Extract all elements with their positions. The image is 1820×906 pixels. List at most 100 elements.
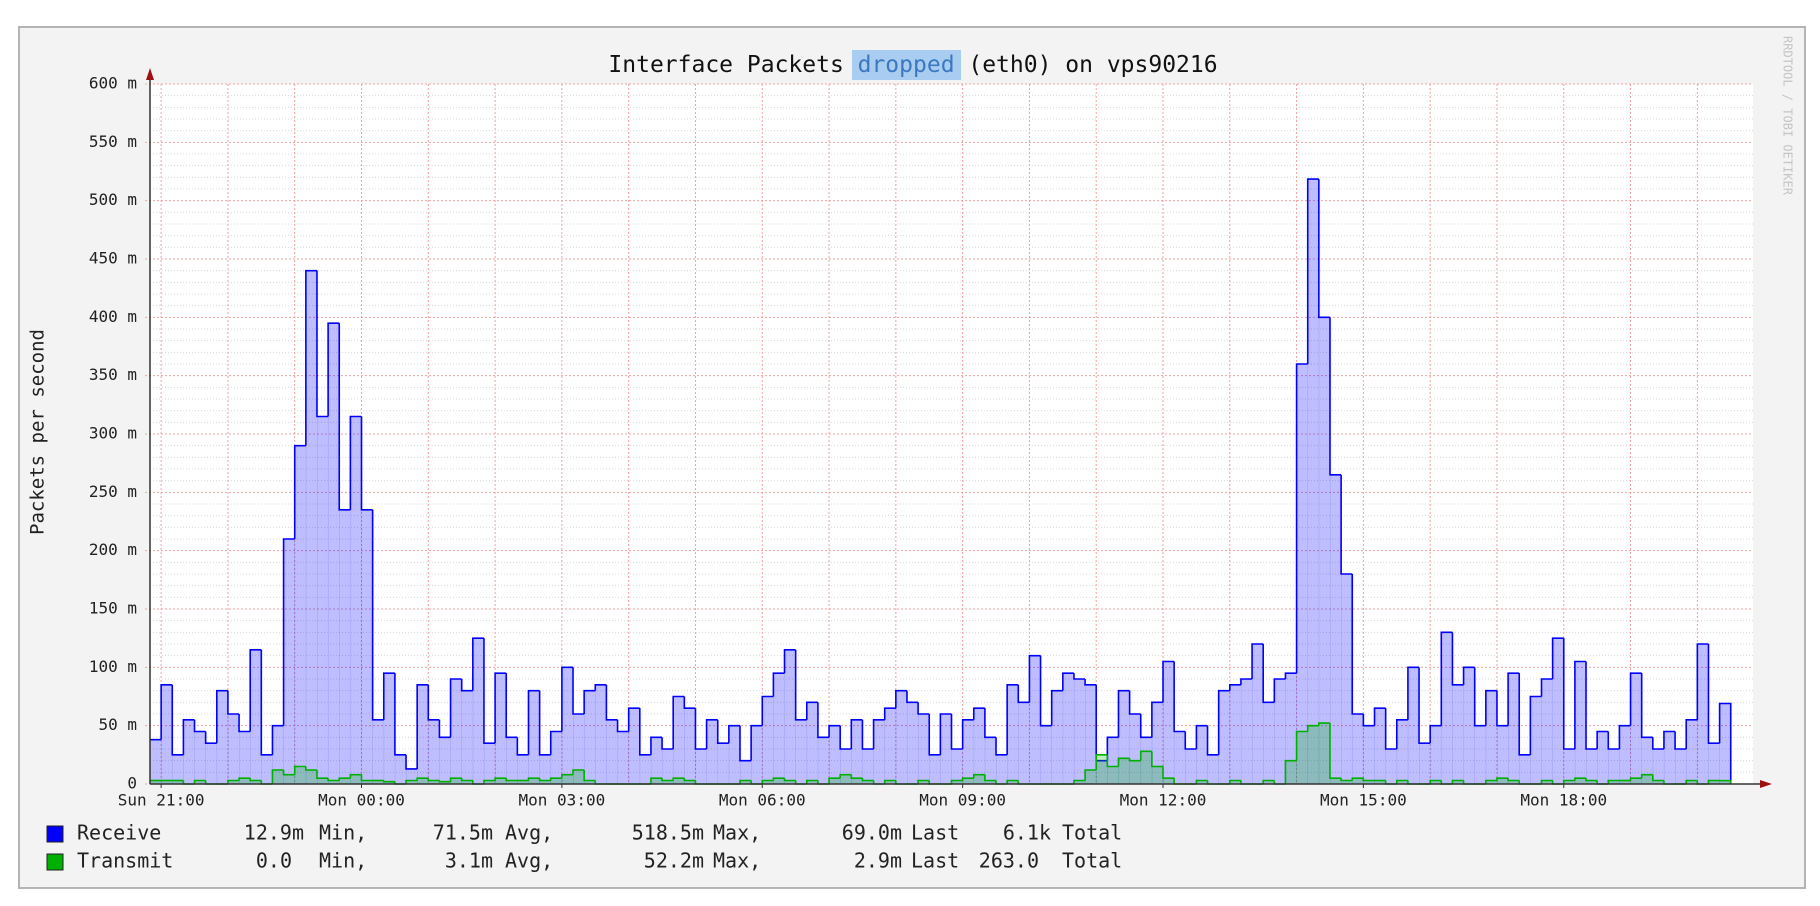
line-step [1562,779,1575,784]
area-step [650,778,663,784]
line-step [1685,779,1698,784]
line-step [305,766,317,771]
area-step [517,780,529,784]
legend-stat-name: Total [1062,821,1122,845]
area-step [1118,758,1130,784]
line-step [1117,689,1130,738]
area-step [305,770,318,784]
line-step [1496,690,1509,727]
series-1 [150,722,1732,785]
area-step [250,649,262,784]
line-step [716,719,729,744]
area-step [1396,719,1409,784]
area-step [495,778,507,784]
line-step [1006,684,1019,755]
area-step [606,719,618,784]
area-step [984,780,997,784]
area-step [1229,780,1242,784]
line-step [861,719,874,750]
area-step [1151,702,1164,784]
line-step [1073,673,1086,680]
area-step [1708,743,1720,784]
line-step [472,637,484,691]
line-step [293,765,306,775]
line-step [1529,695,1542,755]
line-step [1128,758,1141,762]
area-step [884,780,897,784]
area-step [361,509,373,784]
area-step [1586,780,1598,784]
area-step [584,690,596,784]
area-step [227,780,240,784]
line-step [872,719,885,749]
area-step [528,778,540,784]
area-step [1029,655,1041,784]
line-step [828,724,841,738]
area-step [216,690,229,784]
y-tick-label: 350 m [89,365,137,384]
area-step [272,770,284,784]
area-step [829,778,841,784]
line-step [260,649,273,756]
area-step [261,754,273,784]
line-step [1195,724,1208,749]
line-step [527,777,540,781]
area-step [1407,667,1420,784]
line-step [1707,644,1720,744]
line-step [694,708,707,750]
area-step [1218,690,1231,784]
line-step [427,778,440,782]
series-0 [150,178,1732,785]
area-step [951,749,963,784]
area-step [795,719,808,784]
area-step [1675,749,1687,784]
line-step [1262,779,1275,784]
line-step [950,714,963,750]
area-step [1630,778,1642,784]
y-tick-label: 150 m [89,599,137,618]
area-step [1229,684,1242,784]
area-step [951,780,963,784]
line-step [1351,574,1364,715]
line-step [1306,724,1319,732]
line-step [1718,702,1732,784]
line-step [1050,689,1063,726]
watermark: RRDTOOL / TOBI OETIKER [1781,36,1795,196]
y-axis-arrow [146,68,154,80]
line-step [1373,707,1386,726]
line-step [204,731,217,744]
line-step [182,719,195,755]
line-step [950,779,963,784]
line-step [349,415,362,510]
area-step [1329,778,1342,784]
line-step [516,737,529,756]
line-step [271,724,284,755]
line-step [1139,714,1152,739]
legend-stat: 69.0m [842,821,902,845]
area-step [1508,780,1520,784]
x-tick-label: Sun 21:00 [118,791,205,810]
area-step [929,754,941,784]
area-step [528,690,540,784]
area-step [1107,737,1119,784]
area-step [539,754,552,784]
area-step [773,778,785,784]
line-step [1562,638,1575,750]
area-step [1263,702,1275,784]
line-step [538,778,551,782]
area-step [1263,780,1275,784]
area-step [394,754,407,784]
line-step [1106,736,1119,761]
line-step [817,702,830,739]
area-step [406,780,418,784]
x-axis-arrow [1760,780,1772,788]
area-step [372,780,385,784]
area-step [650,737,663,784]
line-step [449,678,462,738]
line-step [1206,725,1219,756]
area-step [239,731,251,784]
area-step [1708,780,1720,784]
area-step [617,731,629,784]
line-step [750,724,763,761]
area-step [1051,690,1064,784]
